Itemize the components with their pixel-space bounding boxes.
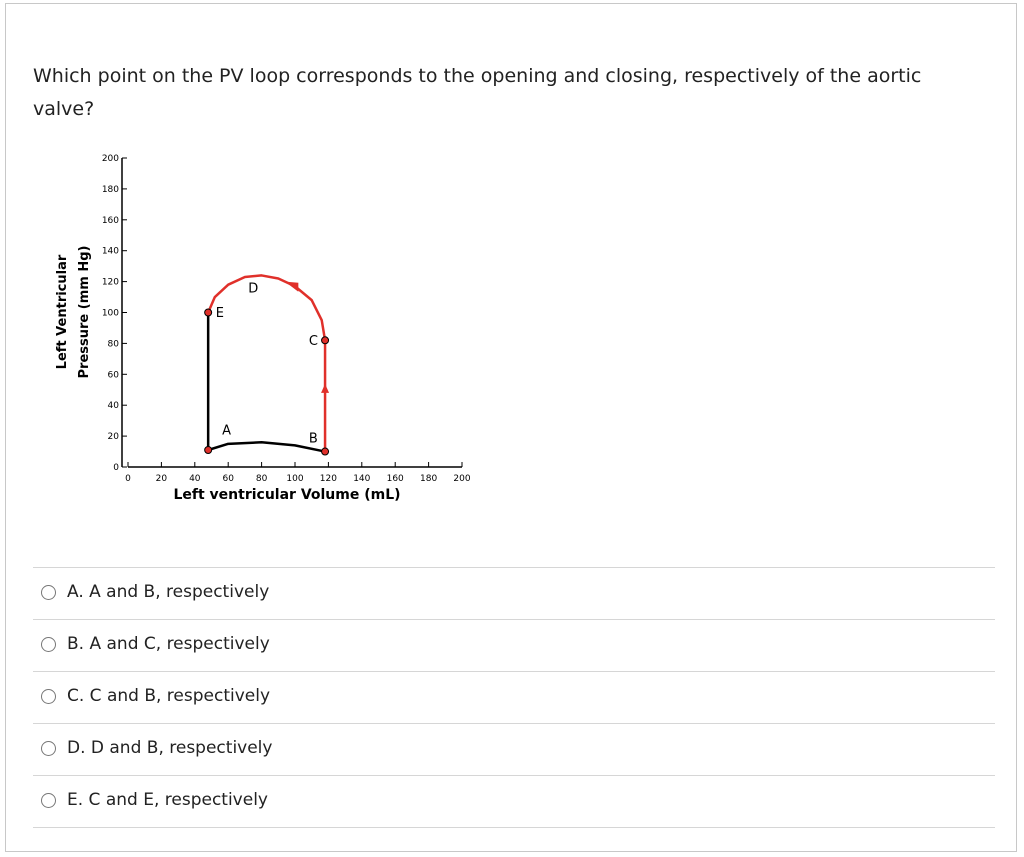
answer-option[interactable]: E. C and E, respectively [33, 775, 995, 827]
option-text: D. D and B, respectively [67, 738, 273, 758]
x-tick-label: 140 [353, 474, 370, 484]
valve-point [204, 308, 213, 317]
answer-option[interactable]: B. A and C, respectively [33, 619, 995, 671]
x-tick-label: 40 [189, 474, 201, 484]
valve-point [321, 336, 330, 345]
point-label: C [309, 334, 318, 349]
valve-point [321, 447, 330, 456]
option-text: E. C and E, respectively [67, 790, 268, 810]
y-tick-label: 0 [113, 463, 119, 473]
y-axis-label: Left Ventricular [55, 254, 70, 369]
point-label: B [309, 431, 318, 446]
answer-option[interactable]: D. D and B, respectively [33, 723, 995, 775]
arrow [284, 281, 299, 292]
point-label: A [222, 424, 231, 439]
y-tick-label: 140 [102, 247, 119, 257]
option-text: B. A and C, respectively [67, 634, 270, 654]
question-card [5, 3, 1017, 852]
pv-loop-figure: 0 20 40 60 80 100 120 140 160 180 200 0 20 40 60 80 100 1… [55, 154, 471, 503]
answer-option[interactable]: C. C and B, respectively [33, 671, 995, 723]
x-tick-label: 100 [286, 474, 303, 484]
x-tick-label: 80 [256, 474, 268, 484]
question-text: Which point on the PV loop corresponds t… [33, 65, 922, 120]
y-axis-label: Pressure (mm Hg) [77, 246, 92, 379]
x-tick-label: 60 [222, 474, 234, 484]
point-label: E [216, 306, 224, 321]
y-tick-label: 20 [108, 432, 120, 442]
y-tick-label: 80 [108, 339, 120, 349]
x-tick-label: 0 [125, 474, 131, 484]
x-tick-label: 120 [320, 474, 337, 484]
answer-option[interactable]: A. A and B, respectively [33, 567, 995, 619]
y-tick-label: 160 [102, 216, 119, 226]
x-tick-label: 20 [156, 474, 168, 484]
radio-button[interactable] [41, 585, 56, 600]
y-tick-label: 120 [102, 278, 119, 288]
point-label: D [248, 281, 258, 296]
y-tick-label: 180 [102, 185, 119, 195]
option-text: C. C and B, respectively [67, 686, 271, 706]
radio-button[interactable] [41, 637, 56, 652]
x-tick-label: 200 [453, 474, 470, 484]
y-tick-label: 60 [108, 370, 120, 380]
radio-button[interactable] [41, 793, 56, 808]
loop-segment [206, 312, 326, 453]
y-tick-label: 100 [102, 309, 119, 319]
x-axis-label: Left ventricular Volume (mL) [173, 487, 400, 503]
loop-segment [207, 274, 327, 452]
divider [33, 827, 995, 828]
x-tick-label: 160 [387, 474, 404, 484]
valve-point [204, 446, 213, 455]
radio-button[interactable] [41, 689, 56, 704]
y-tick-label: 200 [102, 154, 119, 164]
x-tick-label: 180 [420, 474, 437, 484]
radio-button[interactable] [41, 741, 56, 756]
option-text: A. A and B, respectively [67, 582, 270, 602]
y-tick-label: 40 [108, 401, 120, 411]
arrow [321, 383, 330, 393]
